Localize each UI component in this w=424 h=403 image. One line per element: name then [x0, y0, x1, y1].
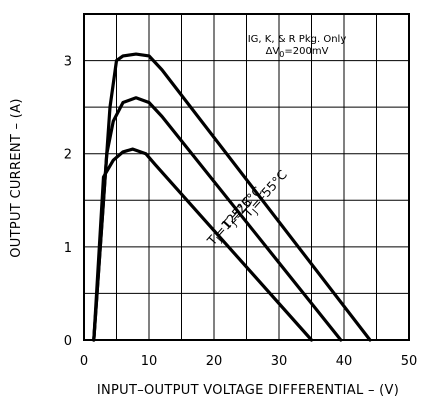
plot-frame: [83, 13, 410, 341]
y-tick-label: 0: [64, 334, 72, 349]
annotation-subscript: 0: [279, 50, 284, 59]
annotation-line-2: ΔV0=200mV: [266, 46, 329, 59]
x-tick-label: 10: [141, 354, 158, 369]
tick-labels: 0 10 20 30 40 50 0 1 2 3: [64, 55, 418, 369]
annotation-delta-v: ΔV: [266, 46, 280, 57]
x-tick-label: 50: [401, 354, 418, 369]
x-tick-label: 30: [271, 354, 288, 369]
series-line-2: [92, 147, 314, 342]
annotation-value: =200mV: [284, 46, 328, 57]
y-tick-label: 1: [64, 241, 72, 256]
series-line-1: [92, 96, 343, 342]
grid: [84, 14, 409, 340]
y-tick-label: 2: [64, 148, 72, 163]
annotation-box: IG, K, & R Pkg. Only ΔV0=200mV: [248, 34, 347, 59]
y-tick-label: 3: [64, 55, 72, 70]
x-tick-label: 20: [206, 354, 223, 369]
x-tick-label: 0: [80, 354, 88, 369]
x-tick-label: 40: [336, 354, 353, 369]
series-lines: [92, 52, 372, 342]
y-axis-label: OUTPUT CURRENT – (A): [9, 98, 24, 257]
annotation-line-1: IG, K, & R Pkg. Only: [248, 34, 347, 45]
x-axis-label: INPUT–OUTPUT VOLTAGE DIFFERENTIAL – (V): [97, 383, 399, 398]
series-line-0: [92, 52, 372, 342]
